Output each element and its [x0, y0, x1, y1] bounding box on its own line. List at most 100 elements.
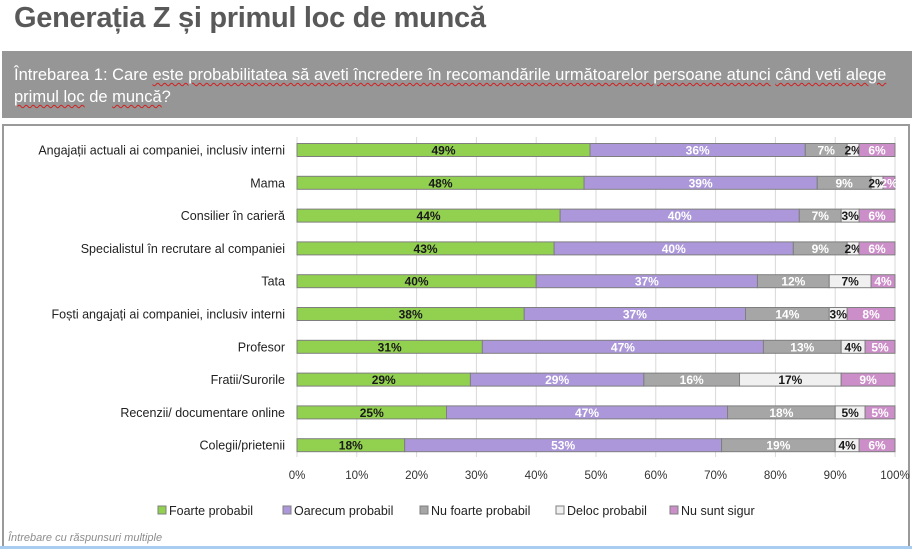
legend-label: Nu foarte probabil — [431, 504, 530, 518]
data-label: 9% — [812, 242, 830, 256]
question-text-part: este probabilitatea să aveti încredere î… — [152, 66, 771, 84]
question-banner: Întrebarea 1: Care este probabilitatea s… — [2, 51, 912, 118]
page-title: Generația Z și primul loc de muncă — [14, 2, 486, 34]
x-tick-label: 20% — [405, 470, 428, 482]
data-label: 4% — [844, 340, 862, 354]
category-label: Recenzii/ documentare online — [120, 406, 285, 420]
data-label: 6% — [868, 439, 886, 453]
data-label: 8% — [862, 308, 880, 322]
legend-swatch — [282, 505, 292, 515]
category-label: Angajații actuali ai companiei, inclusiv… — [38, 144, 285, 158]
legend-item: Foarte probabil — [157, 504, 253, 518]
legend-item: Oarecum probabil — [282, 504, 393, 518]
data-label: 2% — [880, 176, 898, 190]
gridlines — [296, 137, 896, 457]
data-label: 48% — [429, 176, 453, 190]
legend-item: Nu sunt sigur — [669, 504, 755, 518]
bar-segment — [858, 208, 896, 223]
footnote: Întrebare cu răspunsuri multiple — [8, 532, 163, 544]
question-text: Întrebarea 1: Care este probabilitatea s… — [14, 64, 894, 108]
category-label: Colegii/prietenii — [200, 439, 285, 453]
legend-swatch — [157, 505, 167, 515]
category-label: Consilier în carieră — [181, 209, 285, 223]
data-label: 47% — [611, 340, 635, 354]
legend-swatch — [669, 505, 679, 515]
legend-label: Nu sunt sigur — [681, 504, 755, 518]
data-label: 6% — [868, 144, 886, 158]
legend-swatch — [555, 505, 565, 515]
bar-segment — [840, 372, 896, 387]
x-tick-label: 70% — [704, 470, 727, 482]
legend-swatch — [419, 505, 429, 515]
category-labels: Angajații actuali ai companiei, inclusiv… — [38, 144, 285, 453]
data-label: 29% — [372, 373, 396, 387]
data-label: 5% — [871, 340, 889, 354]
data-label: 36% — [686, 144, 710, 158]
chart-frame — [2, 124, 910, 547]
legend-label: Oarecum probabil — [294, 504, 393, 518]
data-label: 6% — [868, 209, 886, 223]
bottom-divider — [0, 546, 912, 549]
data-label: 17% — [778, 373, 802, 387]
category-label: Foști angajați ai companiei, inclusiv in… — [52, 308, 285, 322]
data-label: 14% — [775, 308, 799, 322]
bar-segment — [858, 143, 896, 157]
category-label: Specialistul în recrutare al companiei — [81, 242, 285, 256]
legend: Foarte probabil Oarecum probabil Nu foarte… — [157, 504, 755, 518]
data-label: 5% — [871, 406, 889, 420]
data-label: 3% — [830, 308, 848, 322]
data-label: 9% — [835, 176, 853, 190]
data-label: 12% — [781, 275, 805, 289]
data-label: 49% — [431, 144, 455, 158]
data-label: 39% — [689, 176, 713, 190]
question-text-part: de — [84, 88, 113, 106]
data-label: 38% — [399, 308, 423, 322]
data-label: 40% — [662, 242, 686, 256]
legend-label: Foarte probabil — [169, 504, 253, 518]
category-label: Tata — [261, 275, 285, 289]
data-label: 6% — [868, 242, 886, 256]
bar-segment — [858, 241, 896, 256]
data-label: 7% — [818, 144, 836, 158]
x-tick-label: 80% — [764, 470, 787, 482]
data-label: 53% — [551, 439, 575, 453]
data-label: 43% — [414, 242, 438, 256]
x-tick-label: 60% — [644, 470, 667, 482]
data-label: 25% — [360, 406, 384, 420]
question-text-part: ? — [161, 88, 171, 106]
data-label: 16% — [680, 373, 704, 387]
x-tick-label: 50% — [584, 470, 607, 482]
data-label: 7% — [812, 209, 830, 223]
x-axis-ticks: 0% 10% 20% 30% 40% 50% 60% 70% 80% 90% 100% — [289, 470, 910, 482]
data-label: 40% — [668, 209, 692, 223]
data-label: 37% — [635, 275, 659, 289]
data-label: 5% — [841, 406, 859, 420]
data-label: 2% — [844, 242, 862, 256]
category-label: Profesor — [238, 340, 285, 354]
data-label: 13% — [790, 340, 814, 354]
question-text-part: Întrebarea 1: Care — [14, 66, 153, 84]
bar-segment — [846, 307, 896, 321]
data-label: 2% — [844, 144, 862, 158]
data-label: 40% — [405, 275, 429, 289]
data-label: 4% — [874, 275, 892, 289]
legend-item: Nu foarte probabil — [419, 504, 530, 518]
data-label: 19% — [766, 439, 790, 453]
data-label: 18% — [339, 439, 363, 453]
data-label: 2% — [868, 176, 886, 190]
bar-segment — [870, 274, 896, 289]
bars: 49% 36% 7% 2% 6%48% 39% 9% 2%2%44% 40% 7% 3% 6%43% 4… — [296, 143, 898, 453]
x-tick-label: 30% — [465, 470, 488, 482]
data-label: 44% — [417, 209, 441, 223]
question-text-part: când veti alege primul loc — [14, 66, 887, 106]
data-label: 47% — [575, 406, 599, 420]
data-label: 3% — [841, 209, 859, 223]
bar-segment — [882, 175, 896, 190]
data-label: 31% — [378, 340, 402, 354]
data-label: 37% — [623, 308, 647, 322]
question-text-part: muncă — [112, 88, 162, 106]
bar-segment — [864, 339, 896, 354]
x-tick-label: 100% — [880, 470, 909, 482]
category-label: Fratii/Surorile — [211, 373, 285, 387]
